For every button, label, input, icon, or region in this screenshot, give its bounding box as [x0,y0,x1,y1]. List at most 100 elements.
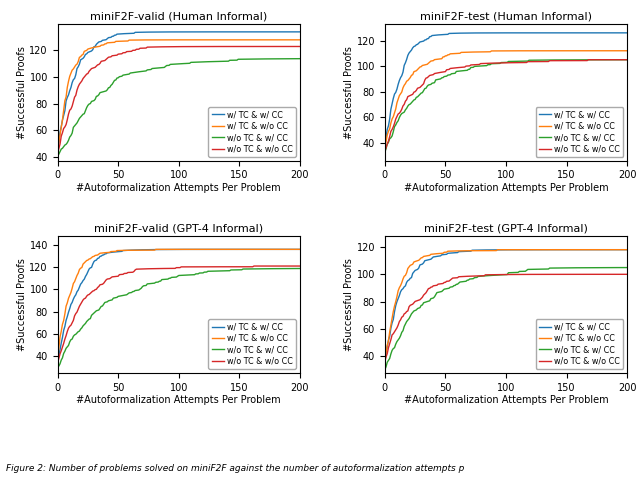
w/o TC & w/ CC [156,65,163,71]
w/o TC & w/o CC [76,81,83,87]
w/o TC & w/ CC [54,153,61,159]
w/ TC & w/o CC [276,247,284,252]
w/ TC & w/ CC [603,247,611,252]
w/o TC & w/o CC [296,43,304,49]
w/o TC & w/ CC [512,270,520,275]
X-axis label: #Autoformalization Attempts Per Problem: #Autoformalization Attempts Per Problem [404,395,609,405]
w/ TC & w/ CC [142,29,150,35]
Y-axis label: #Successful Proofs: #Successful Proofs [344,46,354,139]
Line: w/ TC & w/o CC: w/ TC & w/o CC [58,40,300,150]
w/o TC & w/ CC [623,57,631,63]
w/o TC & w/o CC [142,266,150,272]
w/ TC & w/o CC [603,48,611,54]
w/o TC & w/ CC [55,363,63,369]
w/ TC & w/ CC [54,148,61,153]
w/o TC & w/o CC [55,146,63,152]
w/o TC & w/o CC [185,264,193,270]
w/ TC & w/o CC [185,247,193,252]
w/ TC & w/ CC [156,247,163,252]
Y-axis label: #Successful Proofs: #Successful Proofs [17,46,27,139]
Line: w/ TC & w/ CC: w/ TC & w/ CC [58,250,300,359]
w/ TC & w/o CC [54,355,61,360]
w/o TC & w/ CC [382,364,390,369]
Line: w/o TC & w/ CC: w/o TC & w/ CC [58,59,300,156]
Line: w/o TC & w/o CC: w/o TC & w/o CC [385,60,627,152]
w/o TC & w/o CC [381,359,388,365]
w/ TC & w/ CC [381,360,388,366]
w/o TC & w/ CC [142,68,150,74]
w/o TC & w/o CC [54,359,61,365]
w/o TC & w/o CC [623,272,631,277]
w/o TC & w/o CC [512,272,520,277]
w/o TC & w/o CC [276,263,284,269]
w/o TC & w/o CC [296,263,304,269]
w/o TC & w/ CC [470,276,477,282]
w/ TC & w/ CC [185,247,193,252]
w/ TC & w/o CC [76,267,83,272]
w/o TC & w/ CC [296,266,304,272]
w/ TC & w/o CC [403,270,410,276]
w/ TC & w/o CC [381,143,388,149]
Title: miniF2F-valid (GPT-4 Informal): miniF2F-valid (GPT-4 Informal) [94,224,263,234]
w/ TC & w/o CC [156,247,163,252]
w/ TC & w/o CC [55,139,63,145]
w/o TC & w/ CC [54,364,61,370]
Line: w/ TC & w/ CC: w/ TC & w/ CC [385,33,627,144]
Line: w/ TC & w/o CC: w/ TC & w/o CC [385,51,627,146]
w/o TC & w/o CC [142,45,150,51]
w/o TC & w/o CC [403,97,410,103]
Title: miniF2F-test (Human Informal): miniF2F-test (Human Informal) [420,12,592,22]
Line: w/o TC & w/ CC: w/o TC & w/ CC [58,269,300,367]
w/ TC & w/ CC [382,134,390,140]
w/o TC & w/ CC [156,278,163,284]
w/ TC & w/o CC [470,248,477,253]
w/o TC & w/ CC [185,272,193,278]
Line: w/o TC & w/o CC: w/o TC & w/o CC [385,274,627,362]
w/o TC & w/ CC [382,146,390,152]
Legend: w/ TC & w/ CC, w/ TC & w/o CC, w/o TC & w/ CC, w/o TC & w/o CC: w/ TC & w/ CC, w/ TC & w/o CC, w/o TC & … [536,107,623,157]
Y-axis label: #Successful Proofs: #Successful Proofs [344,258,354,351]
w/o TC & w/o CC [483,61,490,66]
Line: w/o TC & w/ CC: w/o TC & w/ CC [385,268,627,369]
w/ TC & w/o CC [403,78,410,84]
w/o TC & w/o CC [623,57,631,63]
Line: w/o TC & w/o CC: w/o TC & w/o CC [58,266,300,362]
w/o TC & w/o CC [381,149,388,154]
w/ TC & w/ CC [382,349,390,355]
w/ TC & w/ CC [512,30,520,36]
w/o TC & w/ CC [483,63,490,68]
w/ TC & w/ CC [470,30,477,36]
w/o TC & w/ CC [76,328,83,334]
Legend: w/ TC & w/ CC, w/ TC & w/o CC, w/o TC & w/ CC, w/o TC & w/o CC: w/ TC & w/ CC, w/ TC & w/o CC, w/o TC & … [209,319,296,369]
w/ TC & w/o CC [381,359,388,365]
w/ TC & w/o CC [623,247,631,252]
w/ TC & w/o CC [603,247,611,252]
w/o TC & w/ CC [603,265,611,271]
w/ TC & w/o CC [483,248,490,253]
w/ TC & w/ CC [276,29,284,35]
w/o TC & w/o CC [470,62,477,68]
Line: w/ TC & w/ CC: w/ TC & w/ CC [385,250,627,363]
w/ TC & w/ CC [623,247,631,252]
Y-axis label: #Successful Proofs: #Successful Proofs [17,258,27,351]
w/o TC & w/ CC [276,266,284,272]
w/o TC & w/o CC [603,57,611,63]
w/ TC & w/o CC [142,247,150,253]
w/o TC & w/ CC [603,57,611,63]
w/o TC & w/o CC [54,151,61,156]
w/ TC & w/o CC [296,247,304,252]
Text: Figure 2: Number of problems solved on miniF2F against the number of autoformali: Figure 2: Number of problems solved on m… [6,464,465,473]
w/ TC & w/o CC [512,48,520,54]
w/o TC & w/ CC [185,61,193,66]
w/o TC & w/o CC [185,43,193,49]
Line: w/ TC & w/ CC: w/ TC & w/ CC [58,32,300,151]
w/ TC & w/ CC [276,247,284,252]
Line: w/o TC & w/ CC: w/o TC & w/ CC [385,60,627,152]
w/ TC & w/ CC [603,30,611,36]
w/ TC & w/o CC [470,49,477,55]
w/o TC & w/ CC [142,282,150,288]
w/ TC & w/ CC [55,139,63,144]
w/o TC & w/o CC [156,266,163,272]
w/ TC & w/o CC [185,37,193,43]
w/ TC & w/ CC [55,353,63,358]
